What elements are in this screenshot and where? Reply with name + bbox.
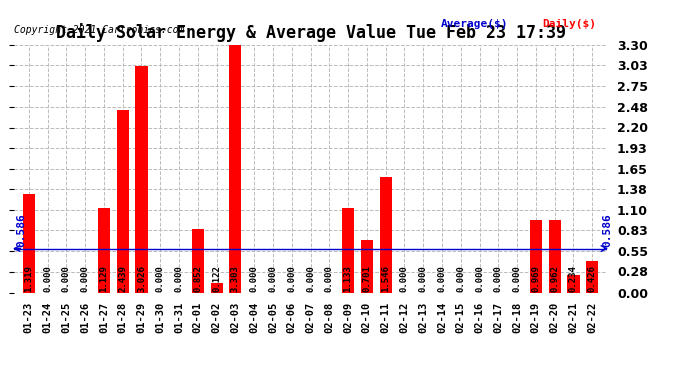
- Text: 0.000: 0.000: [456, 265, 465, 292]
- Text: 0.000: 0.000: [250, 265, 259, 292]
- Text: 1.319: 1.319: [24, 265, 33, 292]
- Text: 0.000: 0.000: [437, 265, 446, 292]
- Bar: [23, 194, 35, 292]
- Text: 0.122: 0.122: [212, 265, 221, 292]
- Text: 0.000: 0.000: [306, 265, 315, 292]
- Text: Average($): Average($): [441, 19, 509, 29]
- Text: 0.586: 0.586: [602, 213, 612, 247]
- Text: 1.133: 1.133: [344, 265, 353, 292]
- Bar: [586, 261, 598, 292]
- Text: 0.234: 0.234: [569, 265, 578, 292]
- Text: 0.000: 0.000: [175, 265, 184, 292]
- Bar: [380, 177, 392, 292]
- Bar: [229, 45, 242, 292]
- Text: 0.000: 0.000: [287, 265, 296, 292]
- Bar: [361, 240, 373, 292]
- Bar: [135, 66, 148, 292]
- Text: 0.586: 0.586: [17, 213, 26, 247]
- Text: 0.701: 0.701: [362, 265, 371, 292]
- Text: 0.000: 0.000: [513, 265, 522, 292]
- Text: 3.026: 3.026: [137, 265, 146, 292]
- Bar: [98, 208, 110, 292]
- Text: 0.000: 0.000: [43, 265, 52, 292]
- Text: Daily($): Daily($): [542, 19, 596, 29]
- Text: 0.000: 0.000: [81, 265, 90, 292]
- Text: 0.852: 0.852: [193, 265, 202, 292]
- Text: 0.000: 0.000: [419, 265, 428, 292]
- Text: 0.962: 0.962: [550, 265, 559, 292]
- Title: Daily Solar Energy & Average Value Tue Feb 23 17:39: Daily Solar Energy & Average Value Tue F…: [55, 23, 566, 42]
- Text: 0.000: 0.000: [325, 265, 334, 292]
- Bar: [549, 220, 561, 292]
- Bar: [530, 220, 542, 292]
- Bar: [210, 284, 223, 292]
- Text: 0.000: 0.000: [494, 265, 503, 292]
- Text: Copyright 2021 Cartronics.com: Copyright 2021 Cartronics.com: [14, 25, 184, 35]
- Bar: [342, 207, 354, 292]
- Text: 0.000: 0.000: [62, 265, 71, 292]
- Text: 1.546: 1.546: [381, 265, 390, 292]
- Text: 0.000: 0.000: [268, 265, 277, 292]
- Text: 2.439: 2.439: [118, 265, 127, 292]
- Text: 0.000: 0.000: [475, 265, 484, 292]
- Text: 0.426: 0.426: [588, 265, 597, 292]
- Text: 0.000: 0.000: [400, 265, 409, 292]
- Text: 0.000: 0.000: [156, 265, 165, 292]
- Bar: [567, 275, 580, 292]
- Bar: [192, 229, 204, 292]
- Text: 0.969: 0.969: [531, 265, 540, 292]
- Text: 3.303: 3.303: [231, 265, 240, 292]
- Bar: [117, 110, 129, 292]
- Text: 1.129: 1.129: [99, 265, 108, 292]
